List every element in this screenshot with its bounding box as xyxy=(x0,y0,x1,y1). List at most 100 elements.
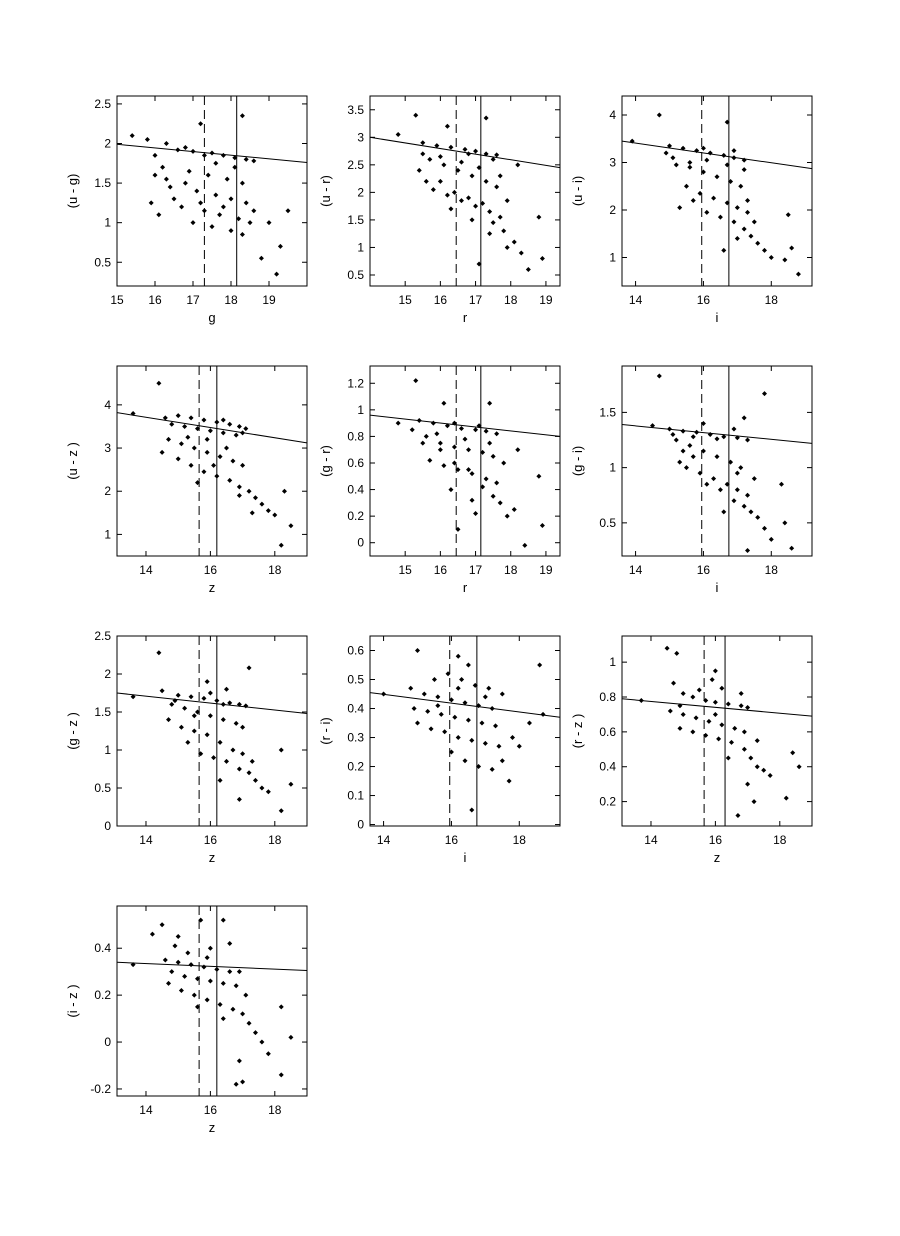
y-axis-label: (r - z ) xyxy=(570,714,585,749)
data-point xyxy=(745,781,751,787)
data-point xyxy=(458,159,464,165)
y-tick-label: 1 xyxy=(104,743,111,757)
data-point xyxy=(704,157,710,163)
y-tick-label: 0 xyxy=(357,536,364,550)
data-point xyxy=(240,430,246,436)
plot-frame xyxy=(116,905,308,1097)
data-point xyxy=(690,434,696,440)
data-point xyxy=(510,735,515,741)
data-point xyxy=(160,164,166,170)
data-point xyxy=(191,992,197,998)
scatter-panel-9: 14 16 18 0.2 0.4 0.6 0.8 1 z (r - z ) xyxy=(570,635,813,865)
data-point xyxy=(465,717,471,723)
data-point xyxy=(441,400,447,406)
data-point xyxy=(201,695,207,701)
data-point xyxy=(494,184,500,190)
data-point xyxy=(445,671,451,677)
y-tick-label: 1 xyxy=(357,240,364,254)
data-point xyxy=(667,143,672,149)
y-tick-label: 0.3 xyxy=(347,731,364,745)
data-point xyxy=(416,167,422,173)
data-point xyxy=(734,487,740,493)
data-point xyxy=(728,179,734,184)
data-point xyxy=(435,694,441,700)
data-point xyxy=(413,378,419,384)
data-point xyxy=(223,686,229,692)
x-tick-label: 16 xyxy=(148,293,162,307)
data-point xyxy=(494,152,500,158)
data-point xyxy=(230,458,236,464)
data-point xyxy=(220,152,226,158)
data-point xyxy=(526,720,532,726)
y-tick-label: 0.8 xyxy=(347,429,364,443)
y-tick-label: 4 xyxy=(609,108,616,122)
data-point xyxy=(703,697,709,703)
y-tick-label: 2 xyxy=(357,185,364,199)
y-tick-label: 0.2 xyxy=(599,795,616,809)
data-point xyxy=(435,703,441,709)
data-point xyxy=(466,447,472,453)
data-point xyxy=(148,200,154,206)
y-tick-label: 0.2 xyxy=(347,509,364,523)
data-point xyxy=(198,917,204,923)
data-point xyxy=(696,687,702,693)
data-point xyxy=(721,434,727,440)
data-point xyxy=(163,176,169,182)
data-point xyxy=(448,749,454,755)
data-point xyxy=(496,743,502,749)
data-point xyxy=(217,1002,223,1008)
data-point xyxy=(240,751,246,757)
data-point xyxy=(728,739,734,745)
data-point xyxy=(415,720,420,726)
data-point xyxy=(442,729,448,735)
data-point xyxy=(673,162,679,168)
data-point xyxy=(239,180,245,186)
x-axis-label: i xyxy=(716,580,719,595)
data-point xyxy=(220,430,226,436)
data-point xyxy=(175,456,181,462)
data-point xyxy=(408,685,414,691)
data-point xyxy=(629,138,635,144)
data-point xyxy=(754,764,760,770)
data-point xyxy=(230,747,236,753)
data-point xyxy=(427,457,433,463)
data-point xyxy=(395,132,401,138)
data-point xyxy=(195,426,201,432)
data-point xyxy=(725,701,731,707)
data-point xyxy=(239,113,245,119)
data-point xyxy=(466,467,472,473)
data-point xyxy=(265,1051,271,1057)
data-point xyxy=(395,420,401,426)
data-point xyxy=(195,1004,201,1010)
data-point xyxy=(214,473,220,479)
data-point xyxy=(204,679,210,685)
data-point xyxy=(458,425,464,431)
data-point xyxy=(511,239,517,245)
data-point xyxy=(755,514,761,520)
data-point xyxy=(721,247,727,253)
data-point xyxy=(711,195,717,201)
data-point xyxy=(748,233,754,239)
data-point xyxy=(220,717,226,723)
y-tick-label: 0.6 xyxy=(347,456,364,470)
data-point xyxy=(182,423,188,429)
x-axis-label: z xyxy=(714,850,721,865)
data-point xyxy=(182,180,188,186)
data-point xyxy=(195,976,201,982)
data-point xyxy=(285,208,291,214)
data-point xyxy=(278,747,284,753)
data-point xyxy=(246,1020,252,1026)
data-point xyxy=(451,460,457,466)
data-point xyxy=(724,481,730,487)
x-tick-label: 14 xyxy=(644,833,658,847)
y-axis-label: (g - z ) xyxy=(65,712,80,750)
data-point xyxy=(638,697,644,703)
y-tick-label: 1.5 xyxy=(94,705,111,719)
data-point xyxy=(469,807,475,813)
data-point xyxy=(731,219,737,225)
plot-frame xyxy=(116,635,308,827)
data-point xyxy=(166,717,172,723)
data-point xyxy=(188,962,194,968)
x-tick-label: 18 xyxy=(765,293,779,307)
data-point xyxy=(683,183,689,189)
